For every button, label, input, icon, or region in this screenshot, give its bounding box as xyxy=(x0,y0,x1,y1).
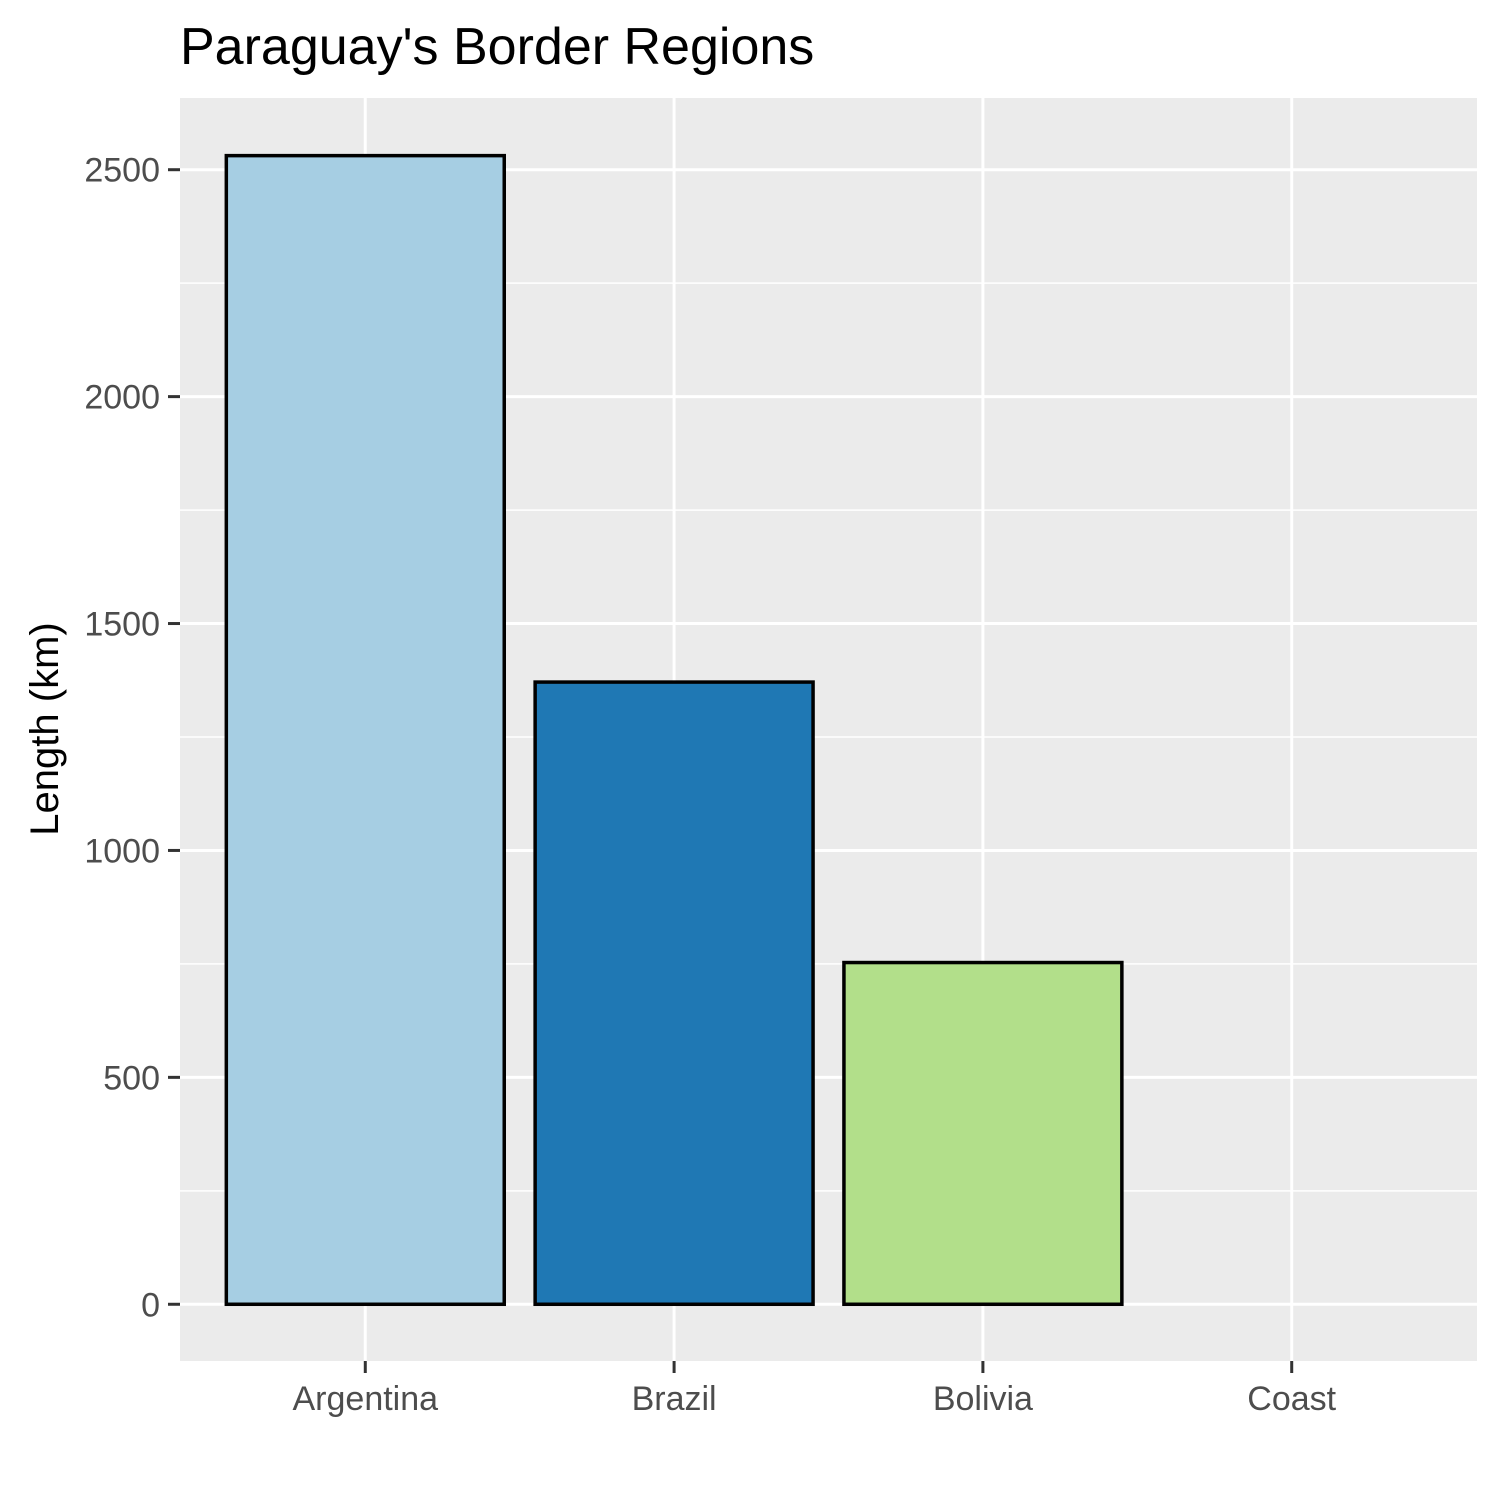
y-tick-label: 2000 xyxy=(84,379,160,417)
y-tick-label: 500 xyxy=(103,1059,160,1097)
x-axis: Argentina Brazil Bolivia Coast xyxy=(293,1361,1337,1418)
chart-title: Paraguay's Border Regions xyxy=(180,18,814,76)
y-tick-label: 1500 xyxy=(84,606,160,644)
bar-bolivia xyxy=(842,960,1124,1307)
bar-argentina xyxy=(224,153,506,1307)
x-tick-label: Argentina xyxy=(293,1380,439,1418)
bars xyxy=(224,153,1124,1307)
y-tick-label: 1000 xyxy=(84,832,160,870)
y-tick-label: 2500 xyxy=(84,152,160,190)
y-axis: 0 500 1000 1500 2000 2500 xyxy=(84,152,180,1324)
x-tick-label: Brazil xyxy=(632,1380,717,1418)
y-axis-label: Length (km) xyxy=(23,622,67,835)
x-tick-label: Coast xyxy=(1247,1380,1336,1418)
x-tick-label: Bolivia xyxy=(933,1380,1033,1418)
y-tick-label: 0 xyxy=(141,1286,160,1324)
bar-brazil xyxy=(533,680,815,1307)
